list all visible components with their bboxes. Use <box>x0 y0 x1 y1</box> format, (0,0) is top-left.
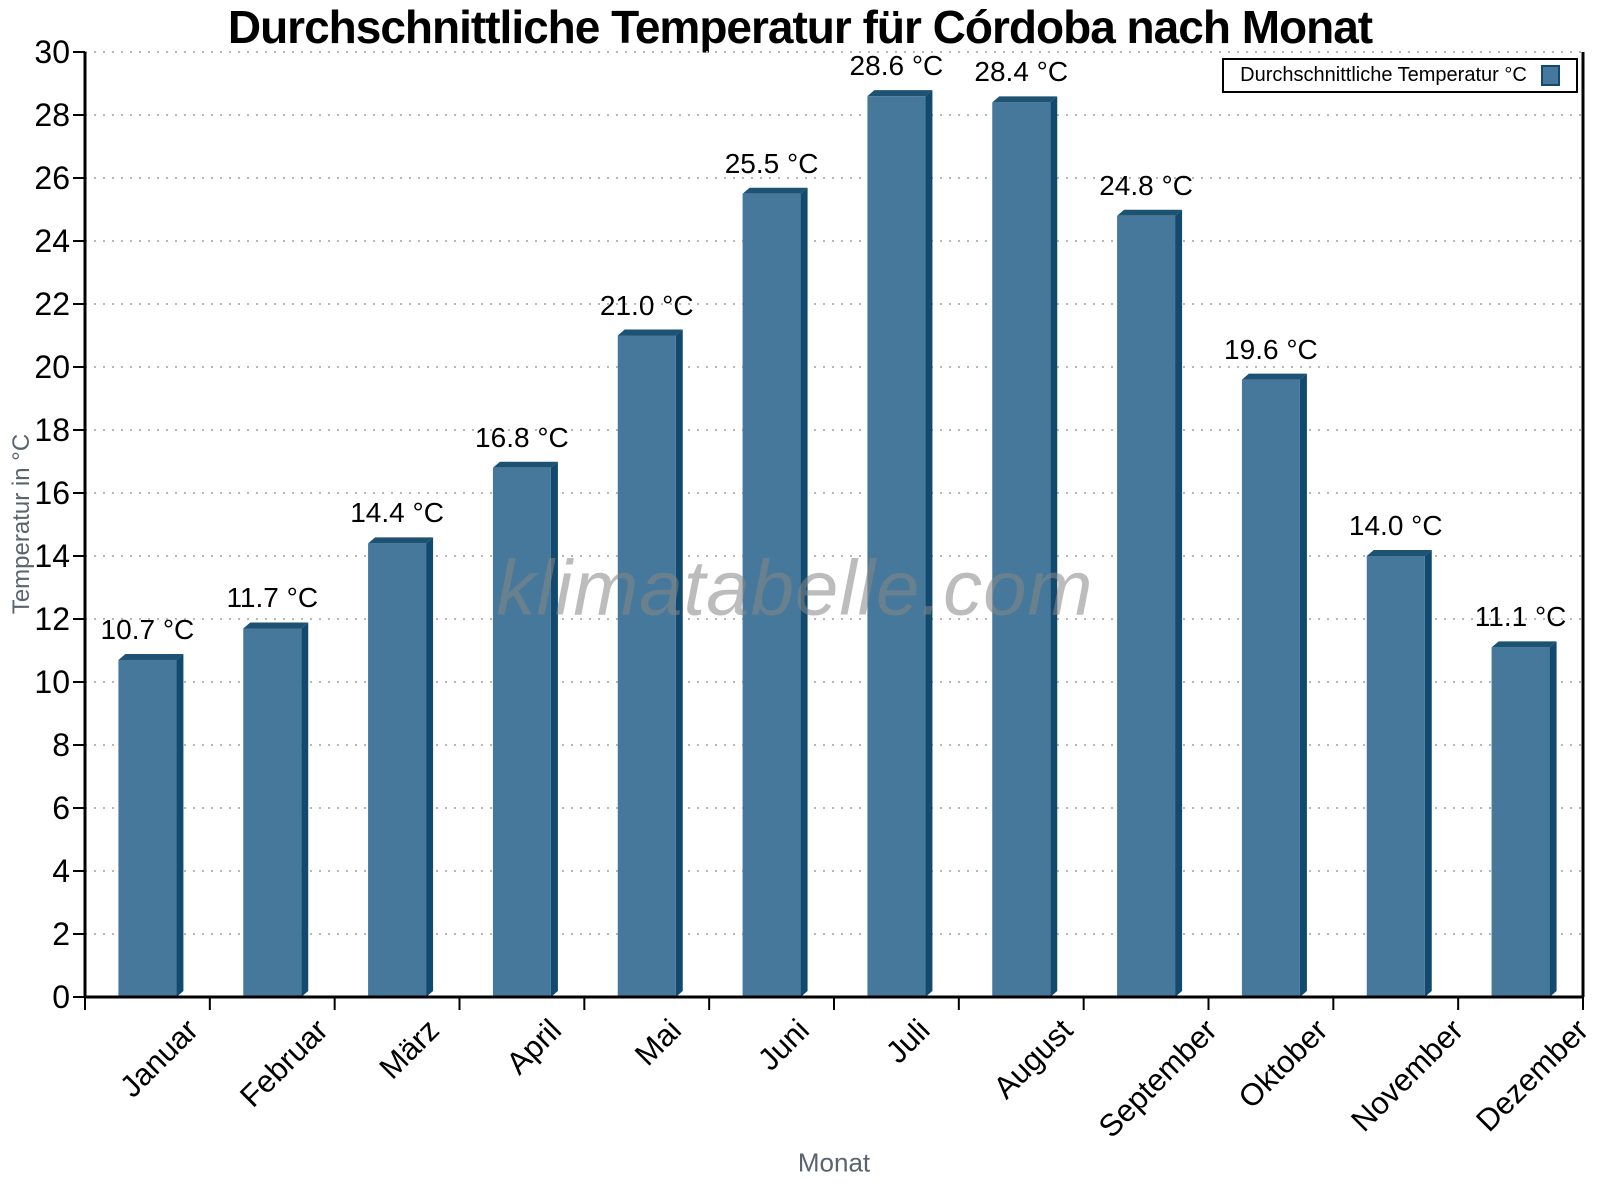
bar-side-bevel <box>1299 373 1307 998</box>
y-tick-label: 2 <box>52 916 70 952</box>
y-tick-label: 30 <box>34 34 70 70</box>
bar-side-bevel <box>301 622 309 997</box>
bar-top-bevel <box>742 187 808 194</box>
bar <box>368 543 427 997</box>
bar <box>492 467 551 997</box>
bar-top-bevel <box>992 96 1058 103</box>
bar <box>1117 215 1176 998</box>
legend-color-swatch <box>1540 65 1560 86</box>
y-tick-label: 22 <box>34 286 70 322</box>
bar-value-label: 21.0 °C <box>599 289 694 321</box>
bar <box>118 659 177 997</box>
y-tick-label: 24 <box>34 223 70 259</box>
bar <box>1491 647 1550 997</box>
bar-side-bevel <box>925 90 933 998</box>
bar-value-label: 24.8 °C <box>1099 169 1193 201</box>
y-tick-label: 16 <box>34 475 70 511</box>
bar-value-label: 10.7 °C <box>100 613 195 645</box>
bar <box>1241 379 1300 998</box>
y-tick-label: 20 <box>34 349 70 385</box>
bar <box>243 628 302 997</box>
y-tick-label: 14 <box>34 538 70 574</box>
y-tick-label: 18 <box>34 412 70 448</box>
legend: Durchschnittliche Temperatur °C <box>1222 58 1578 93</box>
bar-side-bevel <box>550 461 558 997</box>
bar-side-bevel <box>1424 550 1432 997</box>
bar <box>742 193 801 997</box>
bar-top-bevel <box>492 461 558 468</box>
y-tick-label: 12 <box>34 601 70 637</box>
chart-title: Durchschnittliche Temperatur für Córdoba… <box>227 1 1373 53</box>
bar-top-bevel <box>617 329 683 336</box>
watermark-text: klimatabelle.com <box>496 543 1094 632</box>
bar-value-label: 14.0 °C <box>1348 510 1443 541</box>
bar-top-bevel <box>1366 550 1432 556</box>
bar-value-label: 28.4 °C <box>974 56 1069 88</box>
bar-value-label: 19.6 °C <box>1224 333 1318 365</box>
y-tick-label: 0 <box>52 979 70 1015</box>
bar-top-bevel <box>243 622 309 629</box>
bar-top-bevel <box>1491 641 1557 648</box>
y-tick-label: 28 <box>34 97 70 133</box>
bar-side-bevel <box>1549 641 1557 997</box>
legend-label: Durchschnittliche Temperatur °C <box>1240 64 1527 86</box>
bar-side-bevel <box>1175 209 1183 998</box>
bar-top-bevel <box>867 90 933 97</box>
bar <box>617 335 676 997</box>
y-tick-label: 6 <box>52 790 70 826</box>
bar <box>867 96 926 998</box>
bar-value-label: 25.5 °C <box>724 147 819 179</box>
bar-side-bevel <box>800 187 808 997</box>
x-axis-title: Monat <box>797 1147 871 1178</box>
bar-top-bevel <box>1241 373 1307 380</box>
bar-value-label: 28.6 °C <box>849 50 944 82</box>
y-tick-label: 26 <box>34 160 70 196</box>
bar-side-bevel <box>426 537 434 997</box>
bar-value-label: 11.1 °C <box>1474 601 1567 633</box>
bar-side-bevel <box>176 653 184 997</box>
bar-value-label: 16.8 °C <box>475 421 569 453</box>
bar <box>1366 556 1425 997</box>
bar-top-bevel <box>118 653 184 660</box>
bar-top-bevel <box>1117 209 1183 216</box>
bar-side-bevel <box>1050 96 1058 997</box>
bar <box>992 102 1051 997</box>
y-tick-label: 4 <box>52 853 70 889</box>
y-tick-label: 10 <box>34 664 70 700</box>
bar-side-bevel <box>675 329 683 997</box>
y-tick-label: 8 <box>52 727 70 763</box>
bar-value-label: 11.7 °C <box>226 582 319 614</box>
bar-top-bevel <box>368 537 434 544</box>
bar-value-label: 14.4 °C <box>350 497 444 529</box>
